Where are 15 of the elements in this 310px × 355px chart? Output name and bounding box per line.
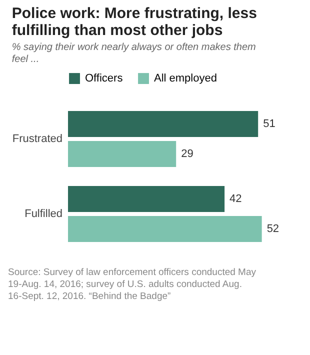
data-label: 42 [230, 193, 242, 205]
data-label: 52 [266, 223, 280, 235]
legend-label: All employed [154, 72, 217, 85]
chart-subtitle: % saying their work nearly always or often makes them feel ... [12, 42, 256, 65]
bar [68, 186, 225, 212]
y-tick-label: Fulfilled [24, 208, 62, 220]
data-label: 29 [181, 148, 194, 160]
bar [68, 111, 258, 137]
bar [68, 141, 176, 167]
bar [68, 216, 262, 242]
source-note: Source: Survey of law enforcement officers conducted May 19-Aug. 14, 2016; survey of U.S. adults conducted Aug. 16-Sept. 12, 2016. “Behind the Badge” [8, 267, 256, 302]
data-label: 51 [263, 118, 276, 130]
legend-label: Officers [85, 72, 124, 85]
chart-title: Police work: More frustrating, less fulfilling than most other jobs [12, 5, 257, 39]
y-tick-label: Frustrated [12, 133, 62, 145]
